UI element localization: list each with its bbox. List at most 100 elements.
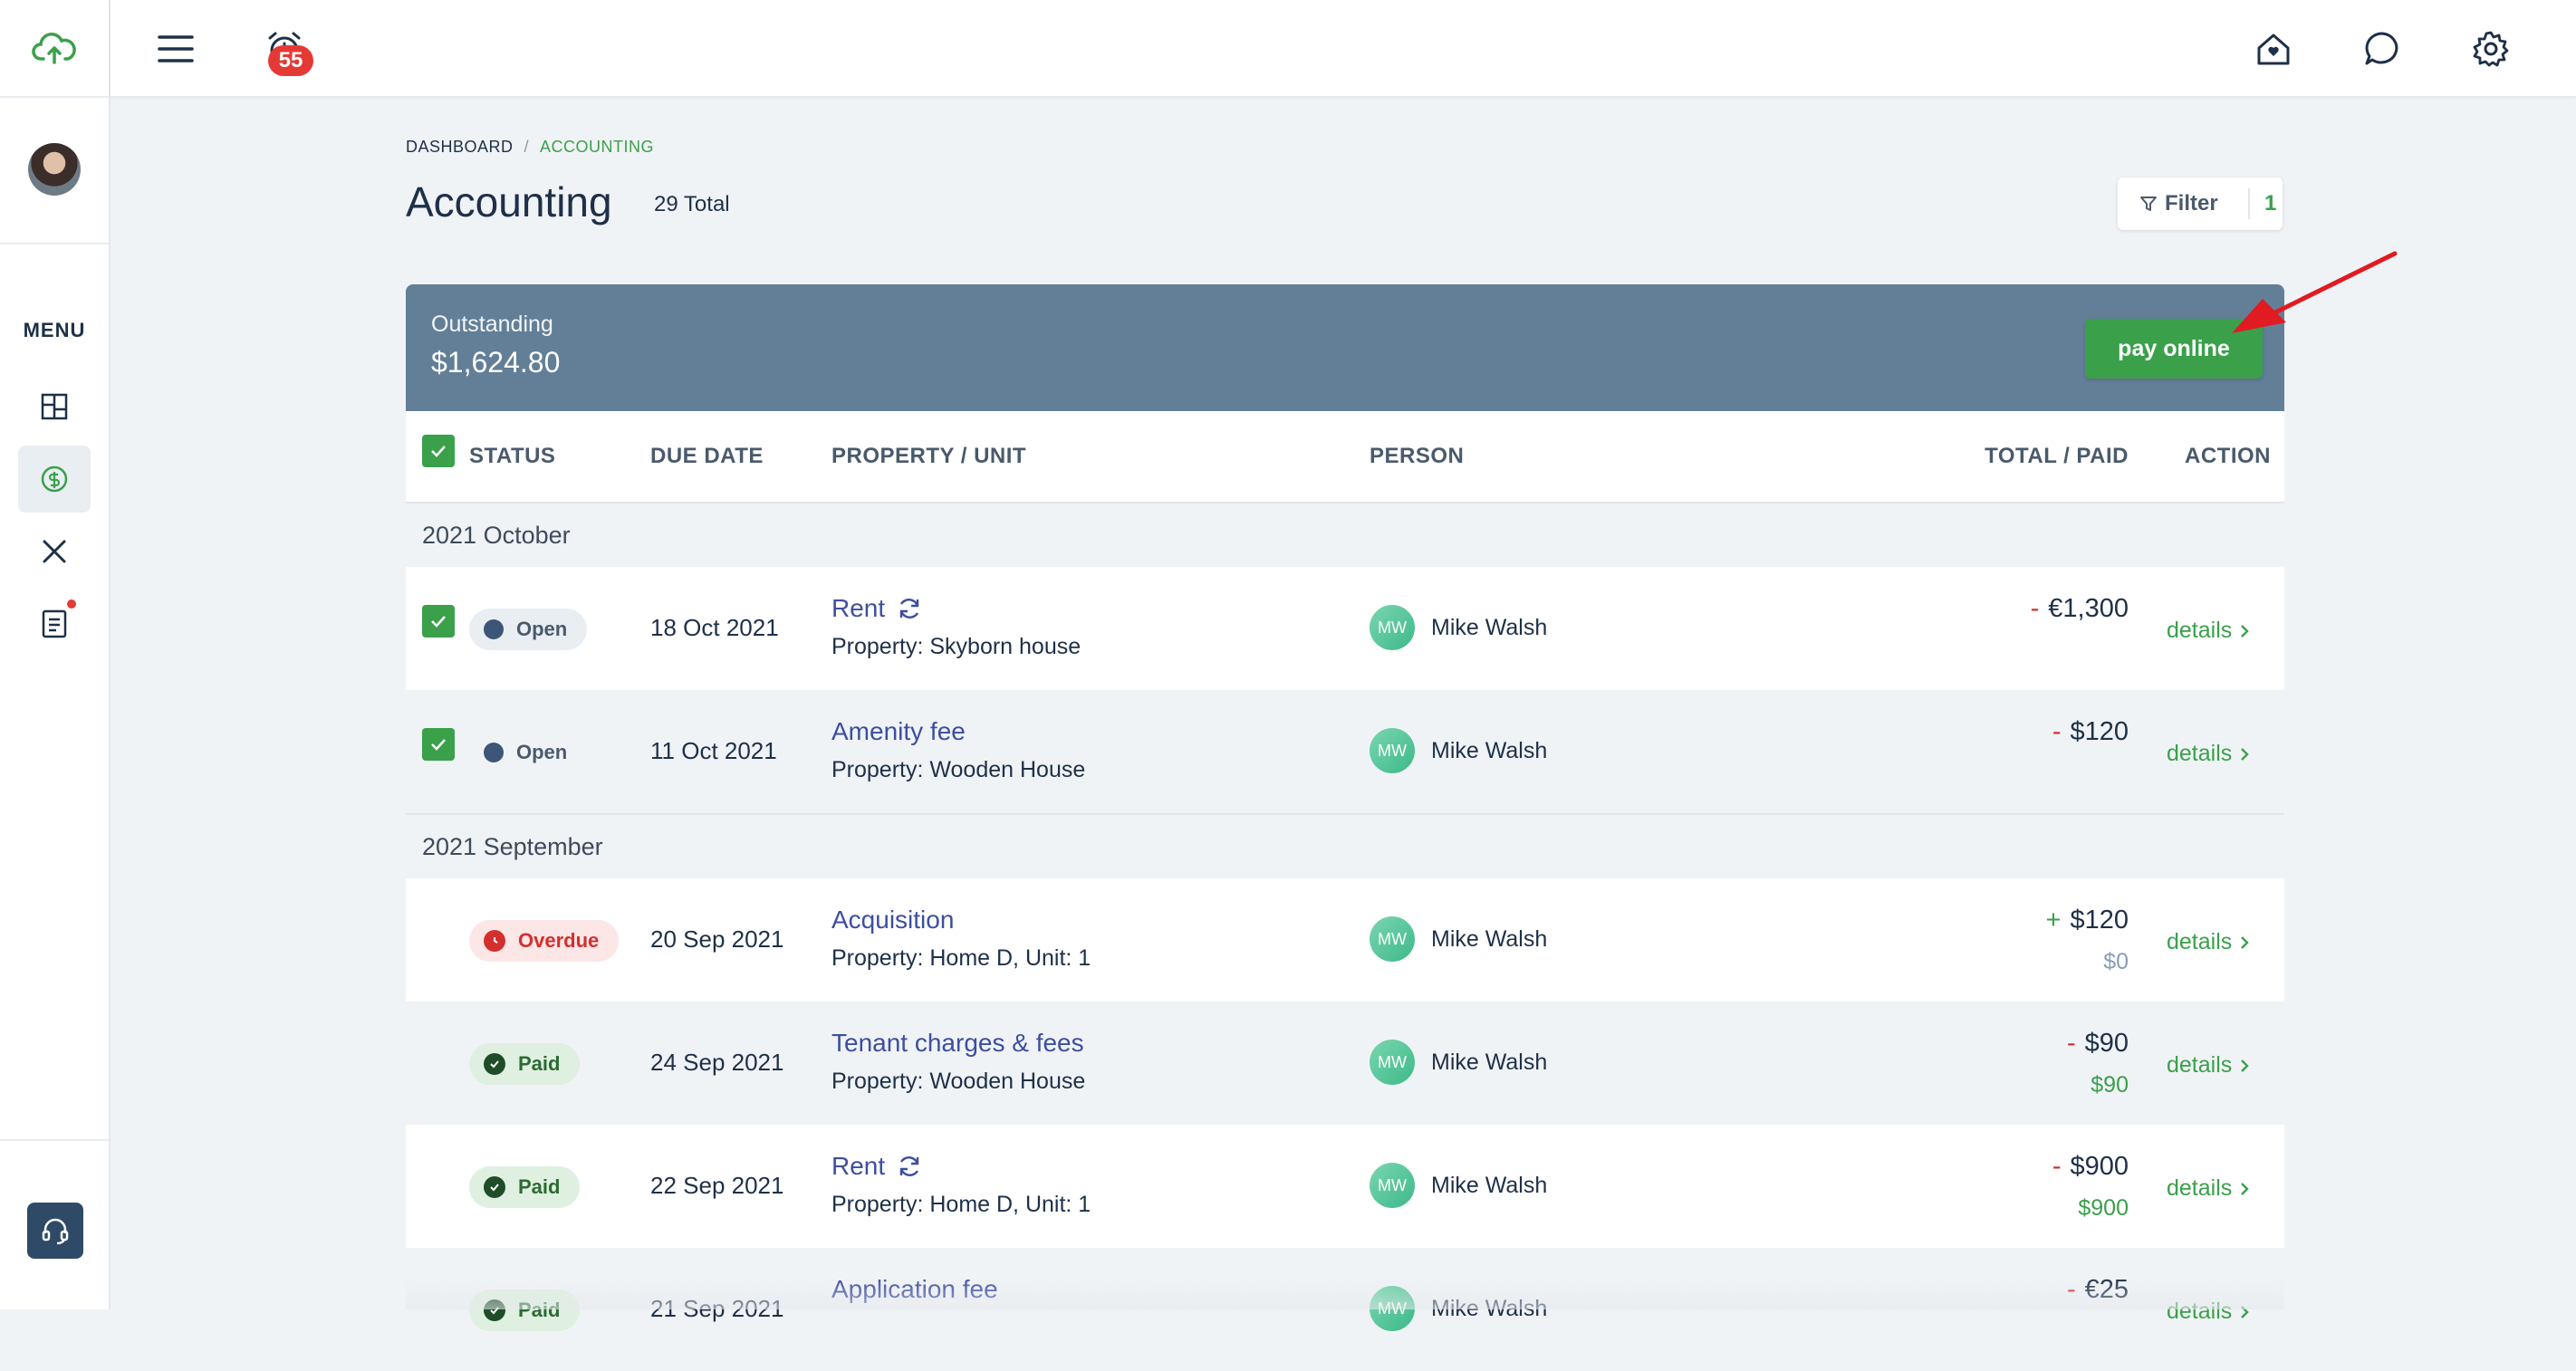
table-row[interactable]: Paid 24 Sep 2021 Tenant charges & fees P…: [406, 1002, 2284, 1125]
select-all-checkbox[interactable]: [422, 435, 455, 467]
messages-button[interactable]: [2357, 24, 2408, 74]
document-icon: [42, 609, 67, 638]
filter-label: Filter: [2165, 191, 2218, 216]
table-row[interactable]: Overdue 20 Sep 2021 Acquisition Property…: [406, 878, 2284, 1002]
sidebar-item-documents[interactable]: [18, 590, 91, 657]
sidebar-item-maintenance[interactable]: [18, 518, 91, 585]
charge-title-link[interactable]: Acquisition: [831, 906, 954, 935]
total-amount: + $120: [2046, 906, 2129, 935]
check-circle-icon: [484, 1053, 505, 1075]
person-name: Mike Walsh: [1431, 737, 1548, 763]
header-property[interactable]: PROPERTY / UNIT: [831, 444, 1027, 468]
header-due-date[interactable]: DUE DATE: [650, 444, 764, 468]
outstanding-value: $1,624.80: [431, 346, 561, 379]
due-date: 11 Oct 2021: [650, 737, 777, 764]
due-date: 20 Sep 2021: [650, 925, 784, 953]
header-person[interactable]: PERSON: [1370, 444, 1465, 468]
charge-title-link[interactable]: Amenity fee: [831, 717, 966, 746]
property-subtitle: Property: Wooden House: [831, 757, 1086, 782]
paid-amount: $900: [2078, 1195, 2129, 1221]
outstanding-banner: Outstanding $1,624.80 pay online: [406, 284, 2284, 411]
support-button[interactable]: [27, 1203, 83, 1259]
row-checkbox[interactable]: [422, 728, 455, 761]
charge-title-link[interactable]: Tenant charges & fees: [831, 1029, 1084, 1058]
breadcrumb-current: ACCOUNTING: [540, 138, 655, 156]
chevron-right-icon: [2241, 1059, 2249, 1072]
sidebar-item-accounting[interactable]: [18, 446, 91, 513]
group-label: 2021 September: [422, 833, 603, 860]
total-amount: - $900: [2052, 1152, 2129, 1182]
details-label: details: [2167, 618, 2233, 643]
status-label: Paid: [518, 1175, 561, 1198]
status-badge: Paid: [469, 1043, 581, 1085]
dashboard-icon: [41, 393, 68, 420]
property-subtitle: Property: Home D, Unit: 1: [831, 945, 1091, 971]
person-avatar: MW: [1370, 1286, 1415, 1331]
open-status-icon: [484, 619, 504, 639]
person: MW Mike Walsh: [1370, 1286, 1547, 1331]
details-label: details: [2167, 1175, 2233, 1201]
dollar-circle-icon: [41, 465, 68, 493]
details-link[interactable]: details: [2167, 1299, 2250, 1325]
chevron-right-icon: [2241, 747, 2249, 761]
avatar[interactable]: [28, 143, 81, 196]
table-row[interactable]: Paid 22 Sep 2021 Rent Property: Home D, …: [406, 1125, 2284, 1248]
table-row[interactable]: Open 18 Oct 2021 Rent Property: Skyborn …: [406, 567, 2284, 690]
property-subtitle: Property: Home D, Unit: 1: [831, 1192, 1091, 1217]
amount-value: $90: [2084, 1029, 2129, 1058]
person: MW Mike Walsh: [1370, 1040, 1547, 1085]
amount-value: €1,300: [2048, 594, 2129, 623]
row-checkbox[interactable]: [422, 605, 455, 638]
due-date: 22 Sep 2021: [650, 1172, 784, 1199]
details-label: details: [2167, 1299, 2233, 1324]
settings-button[interactable]: [2465, 24, 2516, 74]
details-link[interactable]: details: [2167, 1175, 2250, 1202]
table-row[interactable]: Open 11 Oct 2021 Amenity fee Property: W…: [406, 690, 2284, 813]
sidebar-item-dashboard[interactable]: [18, 373, 91, 440]
home-icon: [2257, 34, 2290, 65]
filter-icon: [2140, 197, 2157, 211]
charge-title-link[interactable]: Application fee: [831, 1275, 998, 1304]
due-date: 24 Sep 2021: [650, 1049, 784, 1076]
table-row[interactable]: Paid 21 Sep 2021 Application fee MW Mike …: [406, 1248, 2284, 1371]
status-label: Overdue: [518, 929, 600, 952]
hamburger-menu-button[interactable]: [150, 24, 201, 74]
charge-title: Application fee: [831, 1275, 998, 1303]
person: MW Mike Walsh: [1370, 916, 1547, 962]
headset-icon: [42, 1218, 69, 1245]
chevron-right-icon: [2241, 1182, 2249, 1195]
person: MW Mike Walsh: [1370, 1163, 1547, 1208]
charge-title: Tenant charges & fees: [831, 1029, 1084, 1057]
person: MW Mike Walsh: [1370, 605, 1547, 650]
person: MW Mike Walsh: [1370, 728, 1547, 773]
home-button[interactable]: [2248, 24, 2299, 74]
chevron-right-icon: [2241, 624, 2249, 638]
person-avatar: MW: [1370, 916, 1415, 962]
recurring-icon: [899, 1156, 919, 1176]
total-amount: - $120: [2052, 717, 2129, 747]
details-label: details: [2167, 1052, 2233, 1078]
filter-button[interactable]: Filter 1: [2118, 177, 2283, 230]
charge-title-link[interactable]: Rent: [831, 594, 923, 623]
recurring-icon: [899, 599, 919, 618]
header-total-paid[interactable]: TOTAL / PAID: [1985, 444, 2129, 468]
person-name: Mike Walsh: [1431, 1049, 1548, 1075]
breadcrumb-dashboard[interactable]: DASHBOARD: [406, 138, 514, 156]
details-link[interactable]: details: [2167, 618, 2250, 644]
details-link[interactable]: details: [2167, 1052, 2250, 1079]
accounting-table: STATUS DUE DATE PROPERTY / UNIT PERSON T…: [406, 411, 2284, 1371]
hamburger-icon: [158, 35, 194, 62]
charge-title-link[interactable]: Rent: [831, 1152, 923, 1181]
details-link[interactable]: details: [2167, 741, 2250, 767]
tools-icon: [43, 540, 66, 563]
pay-online-button[interactable]: pay online: [2085, 319, 2263, 379]
details-link[interactable]: details: [2167, 929, 2250, 955]
page-title: Accounting: [406, 178, 612, 225]
total-amount: - €1,300: [2031, 594, 2129, 624]
person-name: Mike Walsh: [1431, 1295, 1548, 1321]
header-action: ACTION: [2185, 444, 2271, 468]
header-status[interactable]: STATUS: [469, 444, 556, 468]
gear-icon: [2473, 31, 2509, 67]
person-avatar: MW: [1370, 1040, 1415, 1085]
logo[interactable]: [0, 0, 109, 98]
